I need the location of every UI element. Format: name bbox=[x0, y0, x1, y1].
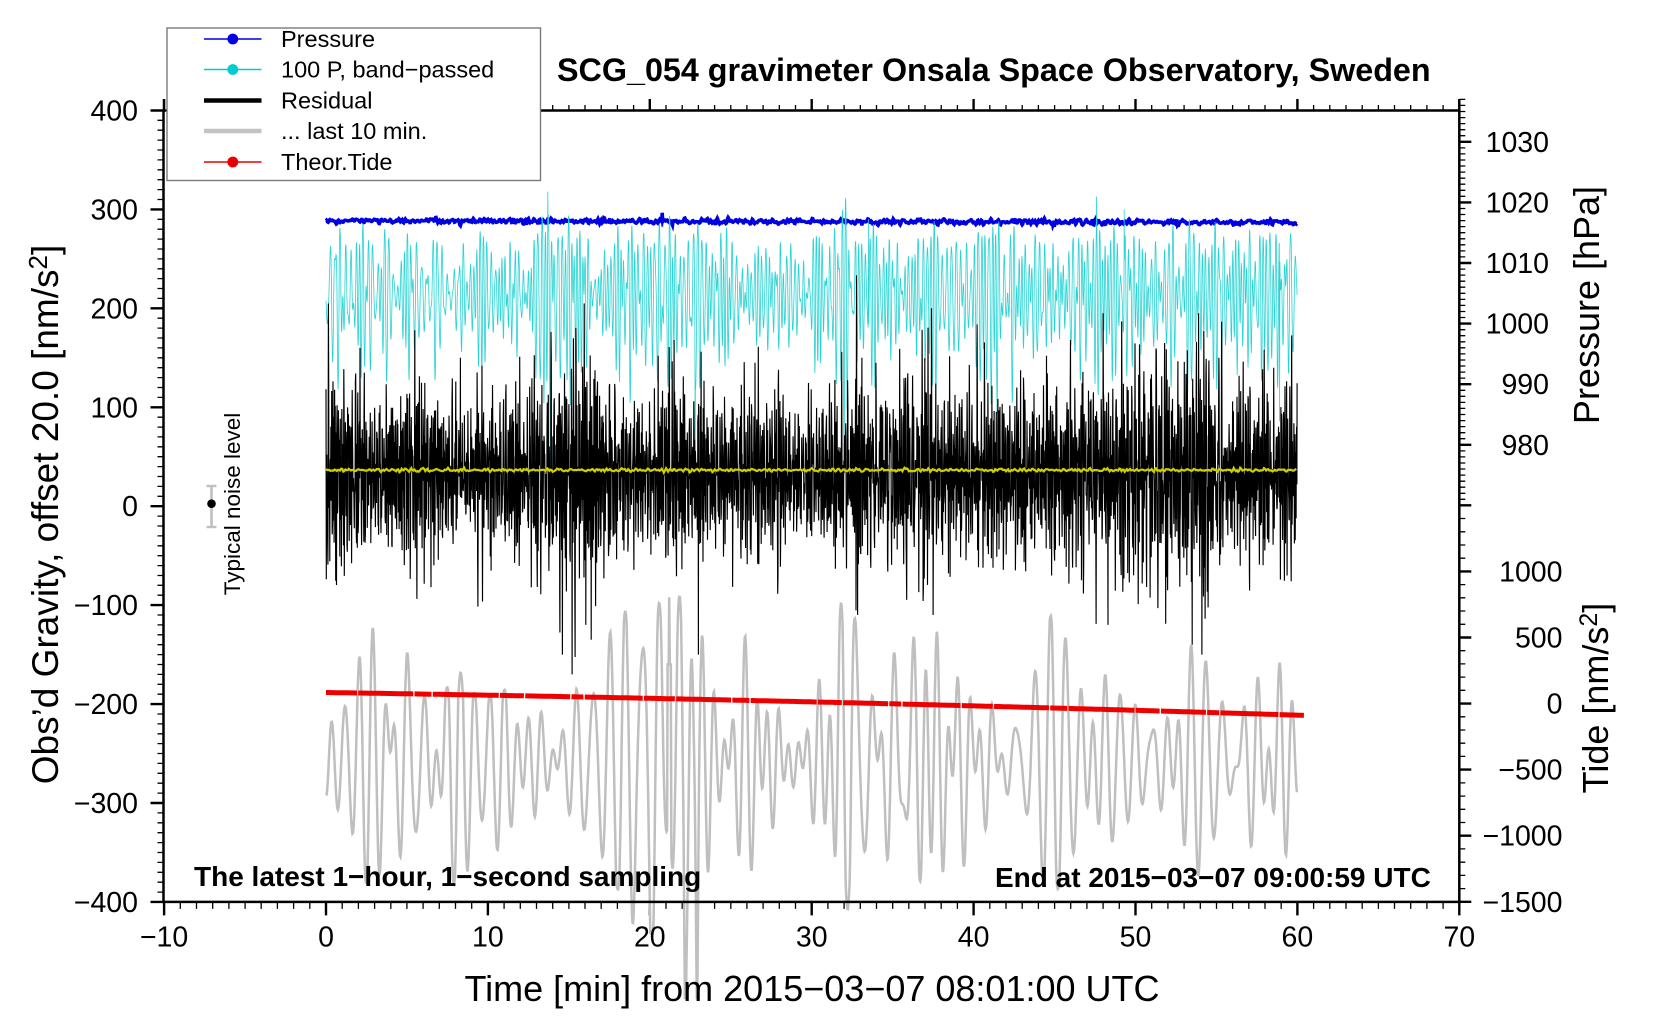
svg-text:SCG_054 gravimeter Onsala Spac: SCG_054 gravimeter Onsala Space Observat… bbox=[557, 52, 1431, 88]
svg-text:The latest 1−hour, 1−second sa: The latest 1−hour, 1−second sampling bbox=[194, 861, 701, 892]
svg-text:−100: −100 bbox=[74, 590, 138, 622]
svg-text:70: 70 bbox=[1443, 922, 1475, 954]
svg-text:Theor.Tide: Theor.Tide bbox=[281, 149, 392, 175]
svg-text:40: 40 bbox=[958, 922, 990, 954]
svg-text:1000: 1000 bbox=[1486, 309, 1549, 341]
svg-text:980: 980 bbox=[1501, 430, 1549, 462]
svg-text:1030: 1030 bbox=[1486, 127, 1549, 159]
svg-text:Tide [nm/s2]: Tide [nm/s2] bbox=[1575, 603, 1616, 794]
svg-text:400: 400 bbox=[90, 96, 138, 128]
svg-text:Pressure: Pressure bbox=[281, 26, 375, 52]
svg-text:Obs’d Gravity, offset 20.0 [nm: Obs’d Gravity, offset 20.0 [nm/s2] bbox=[23, 245, 66, 785]
svg-text:100 P, band−passed: 100 P, band−passed bbox=[281, 57, 494, 83]
svg-text:0: 0 bbox=[122, 491, 138, 523]
svg-text:60: 60 bbox=[1282, 922, 1314, 954]
svg-text:−1000: −1000 bbox=[1482, 821, 1562, 853]
svg-text:300: 300 bbox=[90, 194, 138, 226]
svg-text:−1500: −1500 bbox=[1482, 887, 1562, 919]
svg-text:−400: −400 bbox=[74, 887, 138, 919]
svg-text:... last 10 min.: ... last 10 min. bbox=[281, 118, 427, 144]
svg-text:1000: 1000 bbox=[1499, 556, 1562, 588]
svg-text:100: 100 bbox=[90, 392, 138, 424]
svg-text:10: 10 bbox=[472, 922, 504, 954]
svg-text:500: 500 bbox=[1515, 623, 1563, 655]
svg-text:1020: 1020 bbox=[1486, 187, 1549, 219]
svg-text:0: 0 bbox=[318, 922, 334, 954]
svg-text:20: 20 bbox=[634, 922, 666, 954]
svg-text:End at 2015−03−07 09:00:59 UTC: End at 2015−03−07 09:00:59 UTC bbox=[995, 862, 1431, 893]
svg-text:Residual: Residual bbox=[281, 88, 372, 114]
svg-text:30: 30 bbox=[796, 922, 828, 954]
svg-text:200: 200 bbox=[90, 293, 138, 325]
svg-text:0: 0 bbox=[1547, 689, 1563, 721]
svg-text:−10: −10 bbox=[140, 922, 188, 954]
svg-text:Time [min] from 2015−03−07 08:: Time [min] from 2015−03−07 08:01:00 UTC bbox=[464, 968, 1159, 1009]
svg-text:−500: −500 bbox=[1498, 755, 1562, 787]
svg-text:Pressure [hPa]: Pressure [hPa] bbox=[1566, 186, 1607, 424]
svg-text:−200: −200 bbox=[74, 689, 138, 721]
svg-text:Typical noise level: Typical noise level bbox=[220, 413, 245, 596]
svg-text:1010: 1010 bbox=[1486, 248, 1549, 280]
svg-text:−300: −300 bbox=[74, 788, 138, 820]
svg-text:990: 990 bbox=[1501, 369, 1549, 401]
svg-text:50: 50 bbox=[1120, 922, 1152, 954]
